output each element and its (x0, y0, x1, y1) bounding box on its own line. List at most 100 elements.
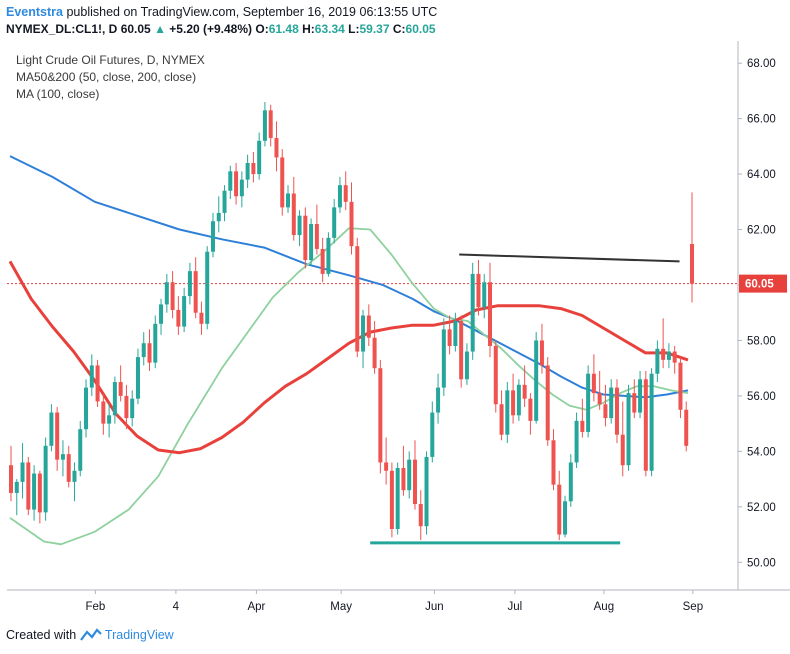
candle-body (551, 440, 556, 485)
y-tick-label: 58.00 (747, 335, 776, 347)
candle-body (314, 224, 319, 249)
y-tick-label: 62.00 (747, 225, 776, 237)
close-value: 60.05 (405, 22, 436, 36)
candle-body (257, 140, 262, 175)
tradingview-brand[interactable]: TradingView (104, 628, 174, 642)
candle-body (418, 504, 423, 527)
x-tick-label: Jun (425, 601, 444, 613)
candle-body (141, 343, 146, 358)
open-value: 61.48 (268, 22, 299, 36)
candle-body (130, 398, 135, 419)
candle-body (690, 243, 694, 284)
y-tick-label: 66.00 (747, 114, 776, 126)
candle-body (89, 365, 94, 388)
last-price-badge (739, 274, 787, 293)
candle-body (43, 445, 48, 513)
candle-body (14, 481, 19, 493)
candle-body (84, 387, 89, 430)
candle-body (389, 470, 394, 529)
candle-body (297, 215, 302, 236)
candle-body (580, 420, 585, 432)
candle-body (262, 110, 267, 141)
candle-body (199, 312, 204, 324)
resistance-trendline (459, 253, 680, 263)
candle-body (60, 454, 65, 460)
candle-body (493, 346, 498, 405)
candle-body (436, 387, 441, 413)
candle-body (303, 215, 308, 261)
candle-body (539, 340, 544, 366)
high-value: 63.34 (314, 22, 345, 36)
candle-body (326, 237, 331, 274)
x-tick-label: Apr (247, 601, 265, 613)
candle-body (661, 348, 666, 360)
candle-body (563, 501, 568, 535)
high-label: H: (302, 22, 315, 36)
tradingview-logo-icon (79, 628, 102, 641)
y-tick-label: 54.00 (747, 446, 776, 458)
candle-body (632, 393, 637, 413)
y-tick-label: 68.00 (747, 58, 776, 70)
candle-body (407, 459, 412, 491)
candle-body (597, 393, 602, 405)
candle-body (205, 251, 210, 324)
candle-body (251, 163, 256, 175)
publish-info: Eventstra published on TradingView.com, … (6, 5, 437, 19)
candle-body (534, 340, 539, 421)
candle-body (522, 384, 527, 399)
candle-body (528, 398, 533, 421)
x-tick-label: 4 (173, 601, 180, 613)
author-name[interactable]: Eventstra (6, 5, 63, 19)
candle-body (222, 190, 227, 213)
last-price-badge-label: 60.05 (745, 279, 774, 291)
candle-body (511, 390, 516, 416)
legend-ma100[interactable]: MA (100, close) (16, 87, 100, 101)
candle-body (193, 271, 198, 313)
x-tick-label: May (330, 601, 352, 613)
candle-body (412, 459, 417, 505)
y-tick-label: 56.00 (747, 391, 776, 403)
candle-body (32, 473, 37, 510)
candle-body (366, 315, 371, 338)
candle-body (378, 368, 383, 463)
candle-body (153, 323, 158, 363)
candle-body (286, 193, 291, 208)
candle-body (309, 224, 314, 261)
candle-body (557, 484, 562, 535)
candle-body (603, 404, 608, 419)
legend-ma50-200[interactable]: MA50&200 (50, close, 200, close) (16, 70, 197, 84)
candle-body (643, 379, 648, 471)
chart-legend: Light Crude Oil Futures, D, NYMEX MA50&2… (16, 52, 205, 103)
price-chart[interactable]: 68.0066.0064.0062.0060.0058.0056.0054.00… (0, 41, 790, 617)
candle-body (159, 304, 164, 324)
candle-body (228, 171, 233, 191)
candle-body (684, 409, 689, 446)
candle-body (349, 201, 354, 247)
candle-body (280, 157, 285, 208)
candle-body (268, 110, 273, 139)
candle-body (187, 271, 192, 297)
low-value: 59.37 (359, 22, 390, 36)
candle-body (424, 456, 429, 527)
candle-body (9, 465, 13, 493)
candle-body (568, 462, 573, 502)
candle-body (488, 282, 493, 346)
symbol-bar: NYMEX_DL:CL1!, D 60.05 ▲ +5.20 (+9.48%) … (6, 22, 436, 36)
x-tick-label: Feb (85, 601, 105, 613)
candle-body (678, 362, 683, 410)
last-price: 60.05 (120, 22, 151, 36)
x-tick-label: Jul (508, 601, 523, 613)
candle-body (655, 348, 660, 374)
candle-body (291, 193, 296, 236)
ma-line-ma200 (9, 155, 689, 399)
candle-body (614, 387, 619, 435)
candle-body (441, 329, 446, 388)
candle-body (499, 404, 504, 435)
created-with-text: Created with (6, 628, 77, 642)
candle-body (453, 321, 458, 346)
candle-body (430, 412, 435, 457)
legend-title: Light Crude Oil Futures, D, NYMEX (16, 53, 205, 67)
candle-body (170, 282, 175, 310)
candle-body (609, 387, 614, 419)
candle-body (401, 468, 406, 491)
